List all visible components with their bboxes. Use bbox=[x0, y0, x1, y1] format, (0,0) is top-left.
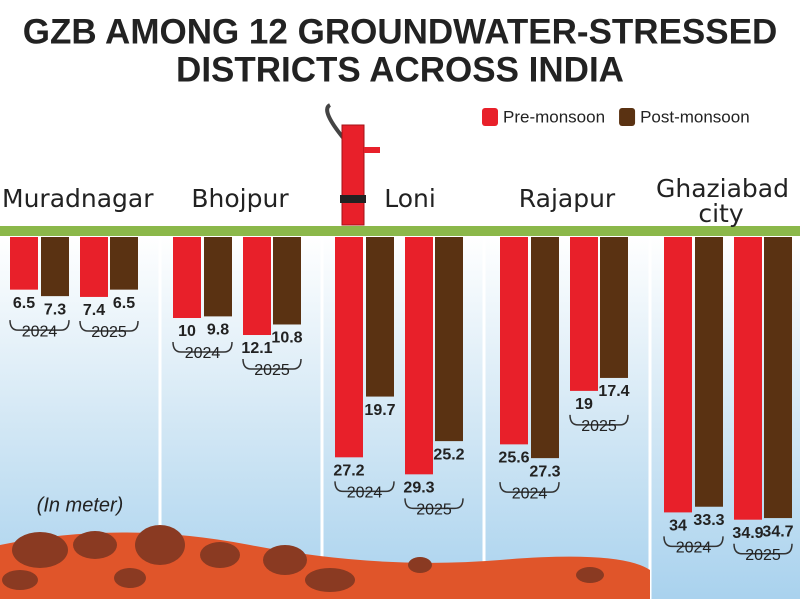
year-label: 2025 bbox=[254, 362, 290, 379]
year-label: 2025 bbox=[581, 418, 617, 435]
value-label: 27.3 bbox=[529, 463, 560, 480]
value-label: 27.2 bbox=[333, 463, 364, 480]
value-label: 10.8 bbox=[271, 330, 302, 347]
bar bbox=[764, 237, 792, 519]
legend-label: Pre-monsoon bbox=[503, 107, 605, 126]
value-label: 29.3 bbox=[403, 480, 434, 497]
year-bracket bbox=[733, 543, 793, 555]
year-label: 2024 bbox=[512, 485, 548, 502]
value-label: 17.4 bbox=[598, 383, 629, 400]
ground bbox=[0, 226, 800, 236]
year-bracket bbox=[569, 414, 629, 426]
bar bbox=[405, 237, 433, 475]
title-line: DISTRICTS ACROSS INDIA bbox=[176, 50, 624, 89]
bar bbox=[734, 237, 762, 520]
bar bbox=[41, 237, 69, 297]
year-label: 2024 bbox=[347, 485, 383, 502]
year-label: 2024 bbox=[676, 540, 712, 557]
value-label: 33.3 bbox=[693, 512, 724, 529]
value-label: 7.4 bbox=[83, 302, 105, 319]
value-label: 9.8 bbox=[207, 322, 229, 339]
bar bbox=[664, 237, 692, 513]
year-label: 2025 bbox=[745, 547, 781, 564]
value-label: 19 bbox=[575, 396, 593, 413]
value-label: 19.7 bbox=[364, 402, 395, 419]
value-label: 6.5 bbox=[13, 295, 35, 312]
year-label: 2025 bbox=[416, 502, 452, 519]
district-label: Ghaziabad city bbox=[656, 174, 789, 228]
unit-note: (In meter) bbox=[37, 494, 124, 516]
bar bbox=[110, 237, 138, 290]
bar bbox=[335, 237, 363, 458]
title-line: GZB AMONG 12 GROUNDWATER-STRESSED bbox=[23, 12, 777, 51]
value-label: 25.6 bbox=[498, 450, 529, 467]
value-label: 7.3 bbox=[44, 301, 66, 318]
rocks bbox=[2, 525, 604, 592]
bar bbox=[204, 237, 232, 317]
value-label: 10 bbox=[178, 323, 196, 340]
legend-swatch bbox=[482, 108, 498, 126]
legend-label: Post-monsoon bbox=[640, 107, 750, 126]
value-label: 6.5 bbox=[113, 295, 135, 312]
bar bbox=[243, 237, 271, 336]
district-label: Rajapur bbox=[518, 184, 616, 213]
year-bracket bbox=[9, 320, 70, 331]
year-label: 2025 bbox=[91, 324, 127, 341]
bar bbox=[435, 237, 463, 442]
value-label: 34.9 bbox=[732, 525, 763, 542]
bar bbox=[695, 237, 723, 507]
bar bbox=[273, 237, 301, 325]
bar bbox=[80, 237, 108, 297]
value-label: 34 bbox=[669, 518, 687, 535]
bar bbox=[173, 237, 201, 318]
district-label: Muradnagar bbox=[2, 184, 154, 213]
legend-swatch bbox=[619, 108, 636, 126]
bar bbox=[366, 237, 394, 397]
year-bracket bbox=[334, 481, 395, 493]
district-label: Bhojpur bbox=[191, 184, 289, 213]
year-bracket bbox=[404, 498, 464, 510]
value-label: 25.2 bbox=[433, 446, 464, 463]
year-label: 2024 bbox=[22, 323, 58, 340]
year-bracket bbox=[242, 358, 302, 370]
year-bracket bbox=[663, 536, 724, 548]
year-label: 2024 bbox=[185, 345, 221, 362]
district-label: Loni bbox=[384, 184, 436, 213]
bar bbox=[600, 237, 628, 378]
year-bracket bbox=[79, 320, 139, 332]
bar bbox=[10, 237, 38, 290]
value-label: 12.1 bbox=[241, 340, 272, 357]
hand-pump bbox=[325, 103, 380, 226]
bar bbox=[531, 237, 559, 459]
year-bracket bbox=[499, 482, 560, 493]
value-label: 34.7 bbox=[762, 523, 793, 540]
year-bracket bbox=[172, 341, 233, 353]
bar bbox=[500, 237, 528, 445]
bar bbox=[570, 237, 598, 391]
